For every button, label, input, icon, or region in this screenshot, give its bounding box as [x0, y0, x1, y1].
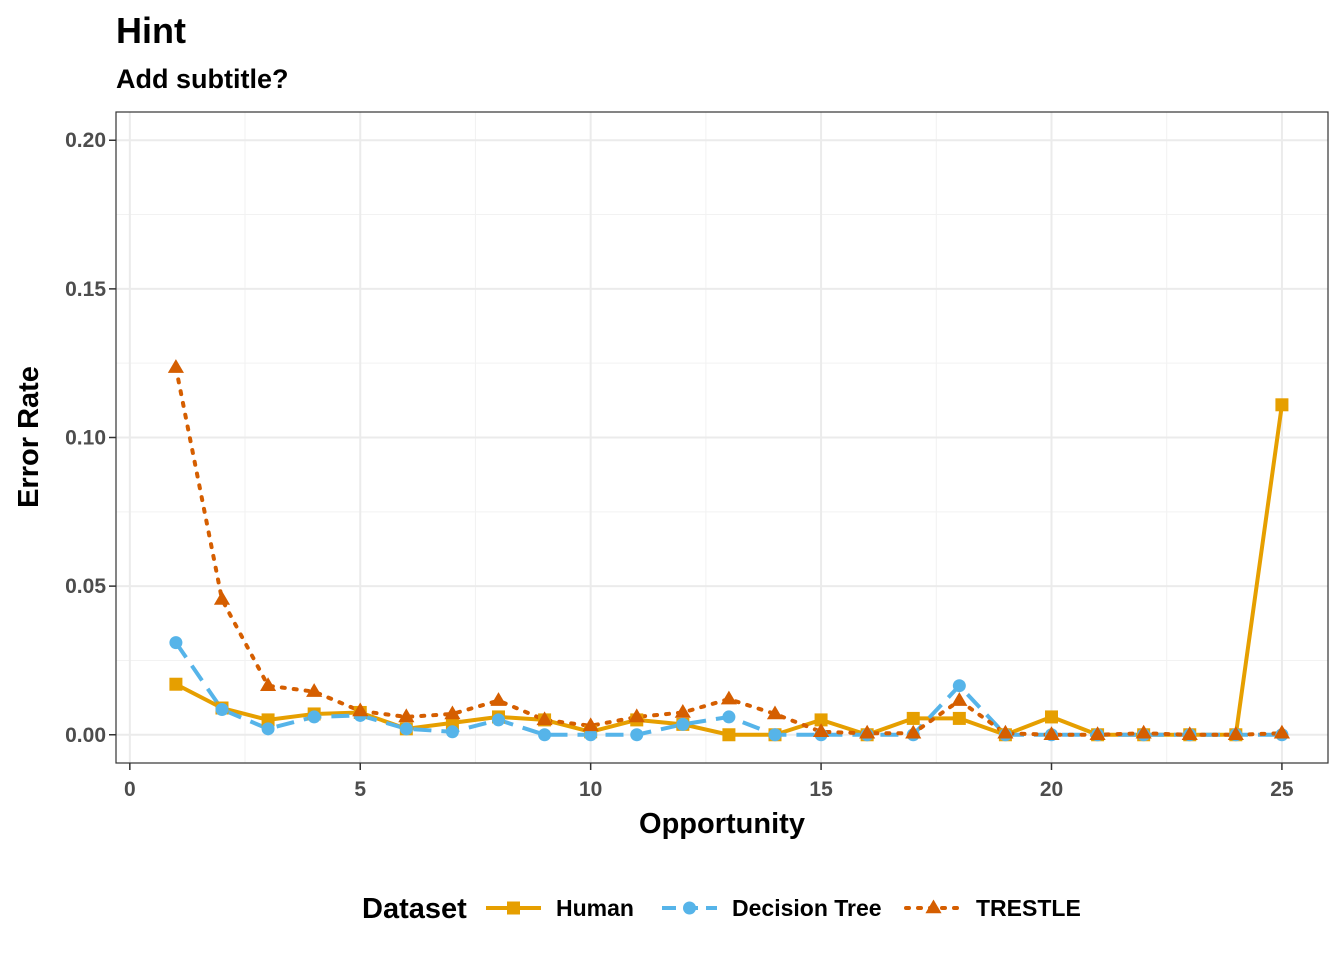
data-point-decision-tree [584, 728, 598, 742]
y-tick-label: 0.00 [65, 724, 106, 747]
data-point-trestle [444, 705, 461, 720]
data-point-trestle [490, 692, 507, 706]
data-point-trestle [1135, 724, 1152, 739]
data-point-trestle [398, 708, 415, 723]
series-points [167, 359, 1290, 742]
data-point-trestle [813, 723, 830, 738]
legend-title: Dataset [362, 893, 467, 925]
y-tick-label: 0.10 [65, 427, 106, 450]
data-point-decision-tree [399, 722, 413, 736]
chart-subtitle: Add subtitle? [116, 64, 288, 94]
data-point-trestle [260, 677, 277, 691]
data-point-trestle [167, 359, 184, 373]
x-tick-label: 20 [1040, 778, 1063, 801]
data-point-trestle [582, 717, 599, 732]
data-point-decision-tree [676, 717, 690, 731]
legend-items: Human Decision Tree TRESTLE [486, 895, 1081, 921]
x-tick-label: 25 [1270, 778, 1294, 801]
data-point-human [445, 716, 459, 730]
legend-key-marker [925, 899, 942, 914]
data-point-decision-tree [952, 679, 966, 693]
data-point-decision-tree [445, 725, 459, 739]
x-axis-title: Opportunity [639, 808, 805, 840]
data-point-human [814, 713, 828, 727]
x-tick-label: 15 [809, 778, 833, 801]
data-point-trestle [628, 708, 645, 723]
data-point-human [169, 677, 183, 691]
x-tick-label: 5 [354, 778, 366, 801]
x-tick-label: 0 [124, 778, 136, 801]
chart-title: Hint [116, 10, 186, 51]
legend-label-trestle: TRESTLE [976, 895, 1081, 921]
y-axis: 0.00 0.05 0.10 0.15 0.20 [65, 129, 116, 747]
y-tick-label: 0.15 [65, 278, 106, 301]
data-point-decision-tree [261, 722, 275, 736]
data-point-human [952, 711, 966, 725]
data-point-trestle [1227, 726, 1244, 741]
data-point-human [1275, 398, 1289, 412]
y-tick-label: 0.20 [65, 129, 106, 152]
legend: Dataset Human Decision Tree TRESTLE [362, 893, 1081, 925]
y-axis-title: Error Rate [13, 366, 45, 508]
grid-major [116, 112, 1328, 763]
data-point-trestle [766, 705, 784, 720]
data-point-human [1044, 710, 1058, 724]
legend-key-marker [683, 901, 696, 915]
data-point-decision-tree [307, 710, 321, 724]
data-point-decision-tree [215, 702, 229, 716]
legend-label-decision-tree: Decision Tree [732, 895, 882, 921]
data-point-trestle [905, 724, 922, 739]
data-point-trestle [306, 683, 323, 697]
legend-key-marker [507, 901, 520, 915]
data-point-trestle [859, 724, 876, 739]
data-point-human [722, 728, 736, 742]
data-point-trestle [1181, 726, 1198, 741]
data-point-trestle [1273, 724, 1290, 739]
data-point-decision-tree [722, 710, 736, 724]
y-tick-label: 0.05 [65, 575, 106, 598]
legend-label-human: Human [556, 895, 634, 921]
data-point-decision-tree [169, 636, 183, 650]
x-axis: 0 5 10 15 20 25 [124, 763, 1294, 801]
data-point-trestle [720, 690, 737, 705]
data-point-trestle [997, 724, 1014, 739]
data-point-decision-tree [768, 728, 782, 742]
data-point-trestle [352, 702, 369, 717]
data-point-decision-tree [630, 728, 644, 742]
data-point-human [906, 711, 920, 725]
data-point-trestle [1089, 726, 1106, 741]
data-point-trestle [674, 703, 691, 718]
data-point-trestle [213, 591, 231, 605]
data-point-trestle [1043, 726, 1060, 741]
data-point-trestle [536, 711, 553, 726]
data-point-decision-tree [538, 728, 552, 742]
data-point-human [261, 713, 275, 727]
x-tick-label: 10 [579, 778, 602, 801]
data-point-trestle [951, 692, 968, 706]
data-point-decision-tree [491, 713, 505, 727]
